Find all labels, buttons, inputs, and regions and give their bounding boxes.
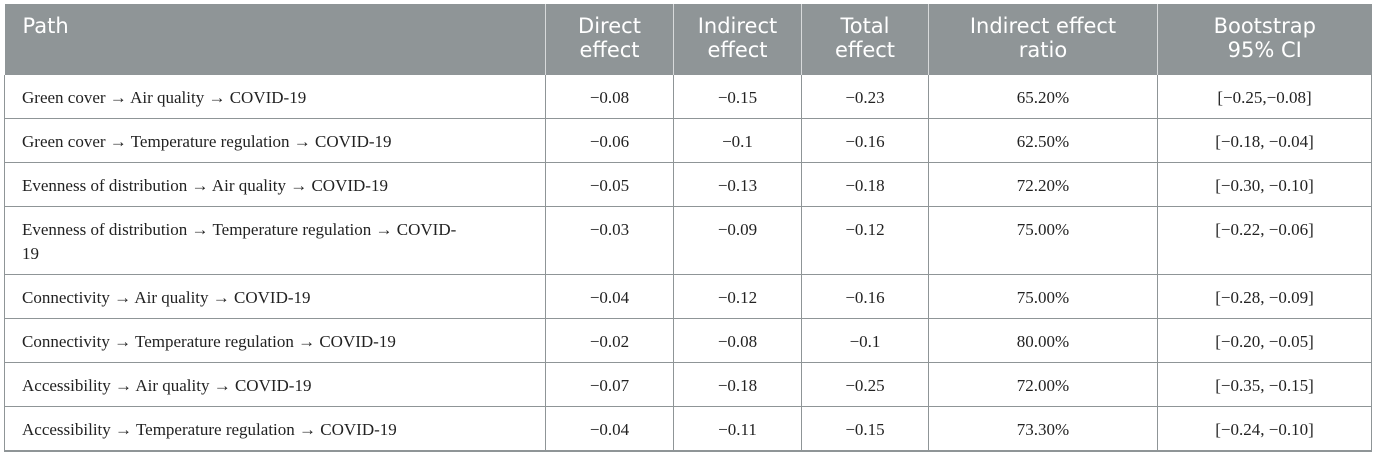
path-cell: Connectivity → Air quality → COVID-19 [4,274,546,319]
ratio-cell: 75.00% [928,206,1158,275]
header-line: Indirect effect [969,14,1117,38]
ci-cell: [−0.28, −0.09] [1157,274,1372,319]
direct-effect-cell: −0.04 [545,274,674,319]
ratio-cell: 72.20% [928,162,1158,207]
table-row: Green cover → Air quality → COVID-19 −0.… [4,75,1372,119]
table-row: Evenness of distribution → Temperature r… [4,206,1372,275]
header-line: effect [579,38,640,62]
total-effect-cell: −0.25 [801,362,929,407]
path-cell: Connectivity → Temperature regulation → … [4,318,546,363]
ratio-cell: 62.50% [928,118,1158,163]
table-row: Evenness of distribution → Air quality →… [4,162,1372,207]
direct-effect-cell: −0.03 [545,206,674,275]
ratio-cell: 80.00% [928,318,1158,363]
ci-cell: [−0.30, −0.10] [1157,162,1372,207]
header-line: Direct [578,14,641,38]
header-row: Path Direct effect Indirect effect Total… [4,4,1372,75]
header-bootstrap-ci: Bootstrap 95% CI [1157,4,1372,75]
path-cell: Green cover → Air quality → COVID-19 [4,75,546,119]
header-line: effect [834,38,896,62]
header-line: Bootstrap [1213,14,1316,38]
indirect-effect-cell: −0.13 [673,162,802,207]
table-row: Connectivity → Temperature regulation → … [4,318,1372,363]
ci-cell: [−0.22, −0.06] [1157,206,1372,275]
total-effect-cell: −0.16 [801,274,929,319]
path-cell: Evenness of distribution → Air quality →… [4,162,546,207]
ci-cell: [−0.35, −0.15] [1157,362,1372,407]
ci-cell: [−0.25,−0.08] [1157,75,1372,119]
table-row: Green cover → Temperature regulation → C… [4,118,1372,163]
mediation-effects-table: Path Direct effect Indirect effect Total… [4,4,1372,452]
header-indirect-effect: Indirect effect [673,4,802,75]
mediation-table-container: Path Direct effect Indirect effect Total… [4,4,1372,452]
ci-cell: [−0.18, −0.04] [1157,118,1372,163]
indirect-effect-cell: −0.08 [673,318,802,363]
indirect-effect-cell: −0.12 [673,274,802,319]
direct-effect-cell: −0.04 [545,406,674,452]
total-effect-cell: −0.16 [801,118,929,163]
ratio-cell: 75.00% [928,274,1158,319]
header-line: effect [707,38,768,62]
indirect-effect-cell: −0.09 [673,206,802,275]
header-line: Indirect [697,14,778,38]
ci-cell: [−0.24, −0.10] [1157,406,1372,452]
direct-effect-cell: −0.07 [545,362,674,407]
header-path-line: Path [22,14,69,38]
ratio-cell: 73.30% [928,406,1158,452]
path-cell: Accessibility → Air quality → COVID-19 [4,362,546,407]
table-row: Accessibility → Temperature regulation →… [4,406,1372,452]
ratio-cell: 65.20% [928,75,1158,119]
header-line: Total [840,14,890,38]
path-cell: Accessibility → Temperature regulation →… [4,406,546,452]
header-line: 95% CI [1227,38,1302,62]
header-line: ratio [1018,38,1068,62]
total-effect-cell: −0.18 [801,162,929,207]
total-effect-cell: −0.15 [801,406,929,452]
total-effect-cell: −0.1 [801,318,929,363]
total-effect-cell: −0.12 [801,206,929,275]
table-header: Path Direct effect Indirect effect Total… [4,4,1372,75]
indirect-effect-cell: −0.1 [673,118,802,163]
direct-effect-cell: −0.02 [545,318,674,363]
indirect-effect-cell: −0.18 [673,362,802,407]
header-total-effect: Total effect [801,4,929,75]
direct-effect-cell: −0.06 [545,118,674,163]
path-cell: Green cover → Temperature regulation → C… [4,118,546,163]
header-path: Path [4,4,546,75]
ci-cell: [−0.20, −0.05] [1157,318,1372,363]
table-row: Accessibility → Air quality → COVID-19 −… [4,362,1372,407]
direct-effect-cell: −0.05 [545,162,674,207]
direct-effect-cell: −0.08 [545,75,674,119]
indirect-effect-cell: −0.11 [673,406,802,452]
indirect-effect-cell: −0.15 [673,75,802,119]
ratio-cell: 72.00% [928,362,1158,407]
header-direct-effect: Direct effect [545,4,674,75]
total-effect-cell: −0.23 [801,75,929,119]
path-cell: Evenness of distribution → Temperature r… [4,206,546,275]
table-body: Green cover → Air quality → COVID-19 −0.… [4,75,1372,452]
header-indirect-effect-ratio: Indirect effect ratio [928,4,1158,75]
table-row: Connectivity → Air quality → COVID-19 −0… [4,274,1372,319]
